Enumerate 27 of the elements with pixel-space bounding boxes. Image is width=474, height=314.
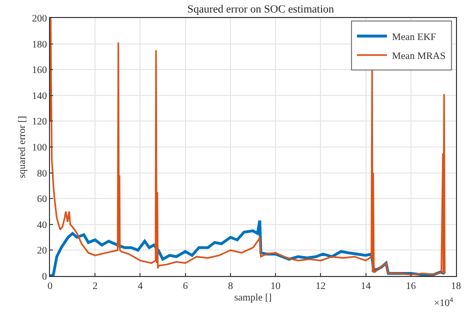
y-tick-label: 160 [32, 65, 47, 76]
y-tick-label: 40 [37, 220, 47, 231]
text: ×10$^{4}$ [434, 296, 454, 310]
y-tick-label: 200 [32, 14, 47, 24]
y-tick-label: 140 [32, 90, 47, 102]
chart-title: Sqaured error on SOC estimation [187, 3, 335, 16]
y-axis-title: squared error [] [17, 116, 28, 178]
y-tick-label: 80 [37, 168, 47, 180]
x-axis-title: sample [] [234, 292, 272, 304]
y-tick-label: 180 [32, 39, 47, 50]
y-tick-label: 120 [32, 116, 47, 128]
x-tick-label: 4 [138, 281, 143, 292]
y-tick-label: 60 [37, 194, 47, 206]
x-tick-label: 2 [92, 281, 98, 292]
x-tick-label: 6 [182, 281, 188, 292]
y-tick-label: 0 [42, 272, 47, 282]
x-tick-label: 10 [270, 281, 281, 292]
legend-label: Mean EKF [392, 32, 437, 43]
x-tick-label: 14 [360, 281, 371, 292]
line-series [50, 18, 446, 276]
y-tick-label: 100 [32, 142, 47, 154]
legend-label: Mean MRAS [392, 50, 446, 62]
x-tick-label: 18 [451, 281, 461, 292]
x-tick-label: 16 [406, 281, 416, 292]
y-tick-label: 20 [37, 246, 47, 257]
x-tick-label: 12 [316, 281, 326, 292]
x-tick-label: 8 [228, 281, 233, 292]
